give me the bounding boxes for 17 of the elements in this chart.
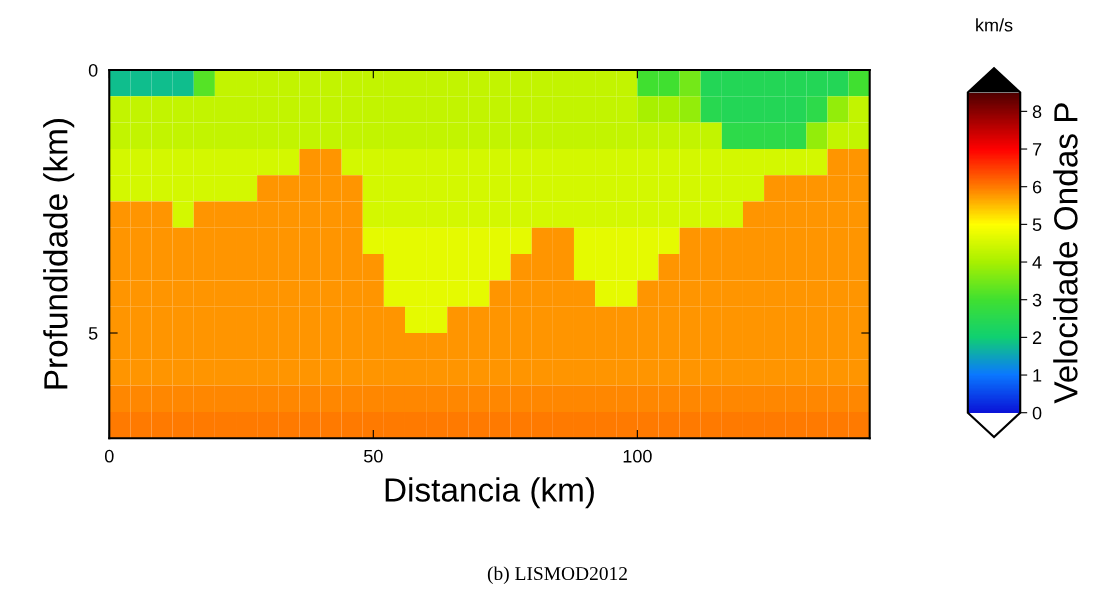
color-bar-label: 5 xyxy=(1032,218,1042,232)
color-bar-label: 7 xyxy=(1032,143,1042,156)
color-bar-label: 6 xyxy=(1032,180,1042,194)
color-bar-title: Velocidade Ondas P xyxy=(1053,103,1078,404)
text: km/s xyxy=(976,18,1013,32)
color-bar-label: 3 xyxy=(1032,293,1042,307)
x-tick-label: 0 xyxy=(104,449,114,463)
color-bar-label: 8 xyxy=(1032,105,1042,119)
color-bar-label: 0 xyxy=(1032,406,1042,420)
x-tick-label: 100 xyxy=(623,449,652,463)
text: (b) LISMOD2012 xyxy=(487,566,627,585)
color-bar-label: 2 xyxy=(1032,331,1042,344)
x-axis-title: Distancia (km) xyxy=(385,477,594,509)
y-axis-title: Profundidade (km) xyxy=(43,119,75,389)
color-bar-label: 4 xyxy=(1032,256,1042,269)
color-bar-label: 1 xyxy=(1033,369,1042,382)
x-tick-label: 50 xyxy=(363,449,383,463)
